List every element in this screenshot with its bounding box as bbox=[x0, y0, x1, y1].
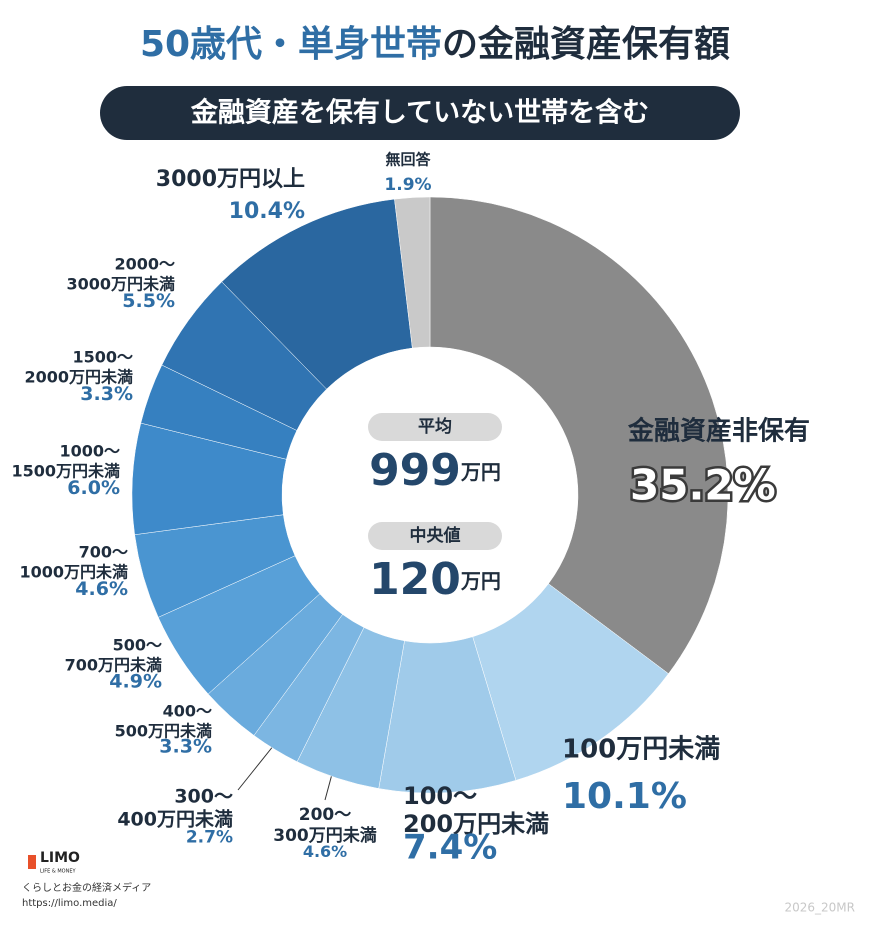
category-label: 金融資産非保有 bbox=[627, 416, 810, 447]
center-label: 中央値 bbox=[410, 525, 461, 546]
category-label: 200〜 bbox=[299, 805, 352, 825]
value-label: 3.3% bbox=[159, 736, 212, 758]
chart-title: 50歳代・単身世帯の金融資産保有額 bbox=[140, 23, 730, 65]
category-label: 2000万円未満 bbox=[24, 368, 133, 387]
url: https://limo.media/ bbox=[22, 898, 117, 909]
center-label: 平均 bbox=[418, 416, 452, 437]
title-highlight: 50歳代・単身世帯 bbox=[140, 24, 442, 65]
category-label: 1000〜 bbox=[59, 442, 120, 461]
center-number: 999 bbox=[369, 445, 461, 496]
value-label: 6.0% bbox=[67, 477, 120, 499]
category-label: 3000万円未満 bbox=[66, 275, 175, 294]
title-rest: の金融資産保有額 bbox=[442, 23, 730, 65]
value-label: 4.6% bbox=[75, 578, 128, 600]
center-value: 120万円 bbox=[369, 554, 501, 605]
value-label: 7.4% bbox=[403, 828, 497, 868]
tagline: くらしとお金の経済メディア bbox=[22, 881, 151, 894]
category-label: 200万円未満 bbox=[403, 810, 549, 838]
value-label: 1.9% bbox=[384, 175, 431, 195]
value-label: 4.6% bbox=[303, 842, 347, 861]
donut-segment bbox=[394, 196, 431, 349]
category-label: 100〜 bbox=[403, 782, 477, 810]
category-label: 300万円未満 bbox=[273, 825, 377, 846]
center-number: 120 bbox=[369, 554, 461, 605]
category-label: 400〜 bbox=[163, 702, 212, 721]
center-value: 999万円 bbox=[369, 445, 501, 496]
category-label: 1000万円未満 bbox=[19, 563, 128, 582]
value-label: 4.9% bbox=[109, 670, 162, 692]
value-label: 5.5% bbox=[122, 290, 175, 312]
center-unit: 万円 bbox=[460, 569, 501, 593]
subtitle-pill bbox=[100, 86, 740, 140]
category-label: 2000〜 bbox=[114, 255, 175, 274]
center-unit: 万円 bbox=[460, 460, 501, 484]
logo-icon bbox=[28, 855, 36, 869]
center-pill bbox=[368, 413, 502, 441]
value-label: 35.2% bbox=[630, 461, 776, 510]
category-label: 無回答 bbox=[385, 151, 431, 169]
center-pill bbox=[368, 522, 502, 550]
code: 2026_20MR bbox=[785, 901, 856, 915]
category-label: 400万円未満 bbox=[117, 808, 233, 831]
leader-line bbox=[237, 739, 279, 791]
category-label: 700万円未満 bbox=[65, 656, 162, 675]
logo-sub: LIFE & MONEY bbox=[40, 869, 77, 875]
subtitle: 金融資産を保有していない世帯を含む bbox=[190, 97, 649, 129]
category-label: 1500〜 bbox=[72, 348, 133, 367]
logo: LIMO bbox=[40, 850, 80, 866]
category-label: 3000万円以上 bbox=[156, 167, 305, 192]
value-label: 3.3% bbox=[80, 383, 133, 405]
category-label: 100万円未満 bbox=[562, 735, 720, 765]
category-label: 500万円未満 bbox=[115, 722, 212, 741]
value-label: 10.4% bbox=[229, 199, 305, 224]
category-label: 300〜 bbox=[174, 786, 233, 808]
category-label: 1500万円未満 bbox=[11, 462, 120, 481]
category-label: 700〜 bbox=[79, 543, 128, 562]
value-label: 2.7% bbox=[186, 827, 233, 847]
category-label: 500〜 bbox=[113, 636, 162, 655]
donut-segment bbox=[429, 196, 729, 675]
value-label: 10.1% bbox=[562, 776, 687, 817]
